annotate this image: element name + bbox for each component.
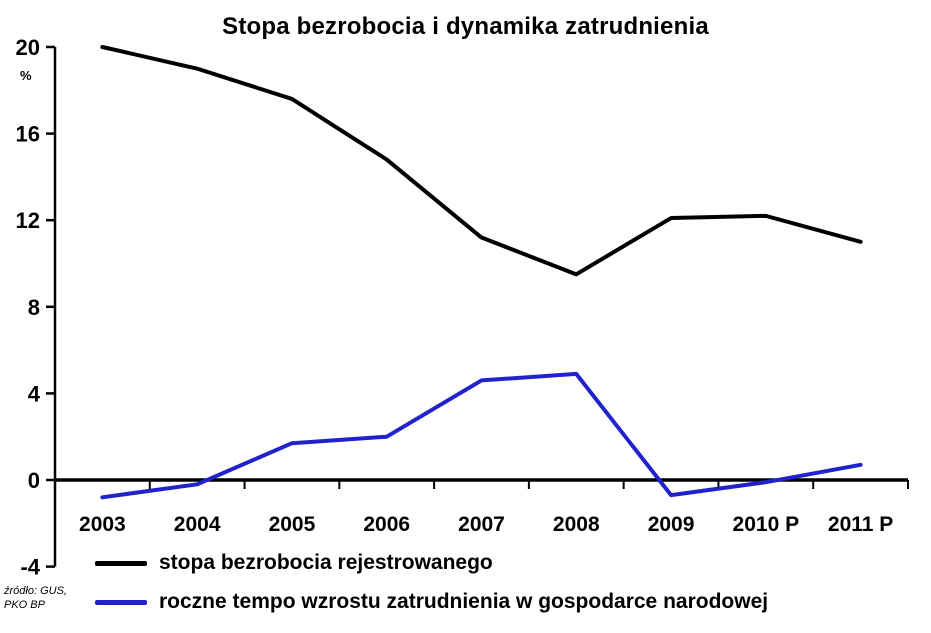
x-category-label: 2003 bbox=[79, 513, 126, 536]
x-category-label: 2011 P bbox=[828, 513, 893, 536]
y-tick-label: 20 bbox=[16, 35, 40, 60]
y-tick-label: 0 bbox=[28, 468, 40, 493]
chart-title: Stopa bezrobocia i dynamika zatrudnienia bbox=[222, 13, 709, 40]
series-line-0 bbox=[100, 45, 863, 277]
y-tick-label: 8 bbox=[28, 295, 40, 320]
x-category-label: 2010 P bbox=[733, 513, 800, 536]
x-category-label: 2006 bbox=[363, 513, 410, 536]
y-axis-unit-label: % bbox=[20, 68, 32, 83]
y-tick-label: -4 bbox=[20, 555, 40, 580]
x-category-label: 2007 bbox=[458, 513, 505, 536]
x-category-label: 2005 bbox=[269, 513, 316, 536]
legend-item-employment-growth: roczne tempo wzrostu zatrudnienia w gosp… bbox=[95, 590, 768, 614]
source-line-1: źródło: GUS, bbox=[4, 585, 67, 597]
y-tick-label: 4 bbox=[28, 381, 41, 406]
legend-label: roczne tempo wzrostu zatrudnienia w gosp… bbox=[159, 590, 769, 613]
x-category-label: 2009 bbox=[648, 513, 695, 536]
source-line-2: PKO BP bbox=[4, 599, 45, 612]
legend-item-unemployment-rate: stopa bezrobocia rejestrowanego bbox=[95, 551, 493, 575]
legend-label: stopa bezrobocia rejestrowanego bbox=[159, 551, 493, 574]
x-category-label: 2008 bbox=[553, 513, 600, 536]
series-line-1 bbox=[100, 371, 863, 500]
x-category-label: 2004 bbox=[174, 513, 221, 536]
source-note: źródło: GUS, PKO BP bbox=[4, 584, 67, 613]
y-tick-label: 12 bbox=[16, 208, 40, 233]
legend-swatch bbox=[95, 560, 147, 566]
legend-swatch bbox=[95, 599, 147, 605]
y-tick-label: 16 bbox=[16, 122, 40, 147]
